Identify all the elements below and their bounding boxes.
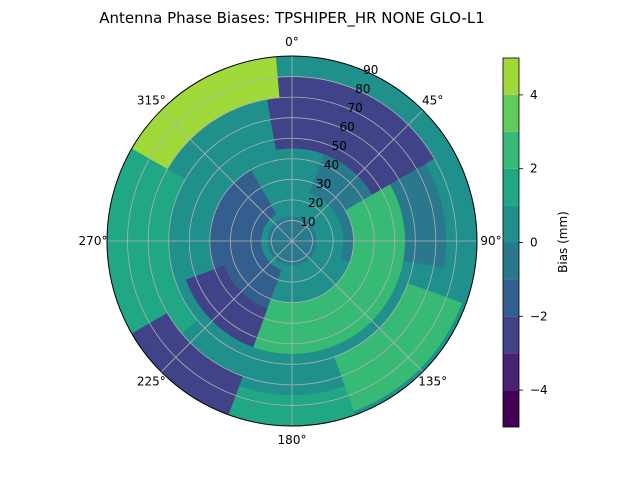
colorbar-block bbox=[503, 58, 519, 95]
grid-spoke bbox=[291, 240, 424, 373]
radial-tick-label: 50 bbox=[332, 139, 347, 153]
colorbar-block bbox=[503, 242, 519, 280]
grid-spoke bbox=[291, 109, 424, 242]
radial-tick-label: 20 bbox=[308, 196, 323, 210]
colorbar-tick-label: −2 bbox=[530, 309, 548, 323]
polar-grid bbox=[107, 56, 477, 426]
radial-tick-label: 30 bbox=[316, 177, 331, 191]
grid-spoke bbox=[160, 240, 293, 373]
colorbar-block bbox=[503, 205, 519, 243]
polar-plot: 0° 45° 90° 135° 180° 225° 270° 315° 10 20 30 40 50 6… bbox=[79, 35, 502, 447]
colorbar-block bbox=[503, 94, 519, 132]
colorbar-blocks bbox=[503, 58, 519, 427]
colorbar-label: Bias (mm) bbox=[556, 211, 570, 273]
radial-tick-label: 60 bbox=[340, 120, 355, 134]
grid-spoke bbox=[160, 109, 293, 242]
colorbar-tick-label: 0 bbox=[530, 236, 538, 250]
bias-zone-north-low bbox=[263, 76, 435, 195]
azimuth-tick-label: 45° bbox=[422, 93, 443, 107]
chart-title: Antenna Phase Biases: TPSHIPER_HR NONE G… bbox=[99, 9, 485, 28]
radial-tick-label: 10 bbox=[300, 215, 315, 229]
polar-frame bbox=[106, 55, 478, 427]
azimuth-tick-label: 90° bbox=[480, 234, 501, 248]
colorbar-block bbox=[503, 390, 519, 427]
colorbar-tick-label: 2 bbox=[530, 162, 538, 176]
radial-tick-label: 90 bbox=[363, 63, 378, 77]
radial-tick-label: 70 bbox=[347, 101, 362, 115]
colorbar-block bbox=[503, 353, 519, 391]
azimuth-tick-label: 315° bbox=[137, 93, 166, 107]
colorbar-ticks: 4 2 0 −2 −4 bbox=[519, 88, 548, 397]
colorbar-tick-label: −4 bbox=[530, 383, 548, 397]
colorbar-block bbox=[503, 316, 519, 354]
azimuth-tick-label: 0° bbox=[285, 35, 299, 49]
colorbar-block bbox=[503, 168, 519, 206]
azimuth-tick-label: 270° bbox=[79, 234, 108, 248]
azimuth-tick-label: 225° bbox=[137, 375, 166, 389]
colorbar: 4 2 0 −2 −4 Bias (mm) bbox=[502, 57, 570, 428]
colorbar-block bbox=[503, 279, 519, 317]
radial-tick-label: 40 bbox=[324, 158, 339, 172]
azimuth-labels: 0° 45° 90° 135° 180° 225° 270° 315° bbox=[79, 35, 502, 447]
colorbar-tick-label: 4 bbox=[530, 88, 538, 102]
azimuth-tick-label: 135° bbox=[418, 375, 447, 389]
radial-tick-label: 80 bbox=[355, 82, 370, 96]
colorbar-block bbox=[503, 131, 519, 169]
azimuth-tick-label: 180° bbox=[278, 433, 307, 447]
radial-labels: 10 20 30 40 50 60 70 80 90 bbox=[300, 63, 378, 229]
